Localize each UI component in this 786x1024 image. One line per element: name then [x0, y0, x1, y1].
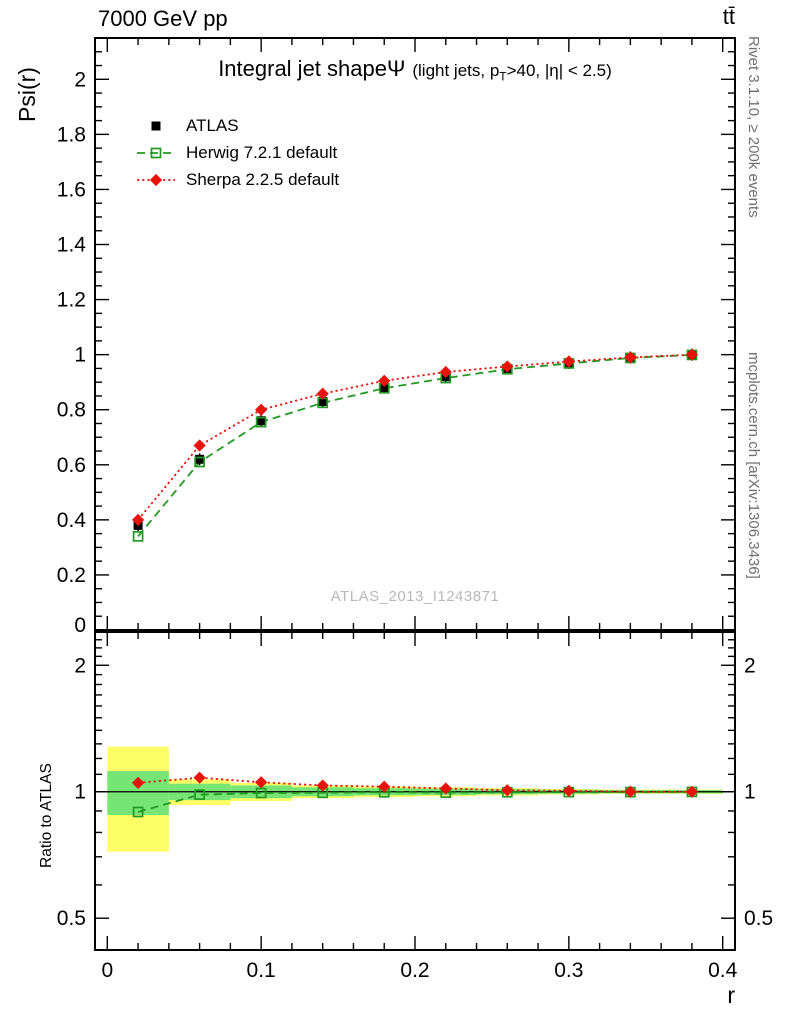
svg-text:2: 2: [74, 68, 86, 91]
svg-text:0.8: 0.8: [57, 399, 86, 422]
y-axis-label-ratio: Ratio to ATLAS: [38, 763, 55, 868]
title-cuts-pre: (light jets, p: [412, 61, 500, 80]
legend-label-sherpa: Sherpa 2.2.5 default: [186, 169, 340, 189]
x-axis-label: r: [727, 982, 735, 1008]
svg-text:1.6: 1.6: [57, 178, 86, 201]
beam-energy-label: 7000 GeV pp: [98, 6, 228, 31]
svg-text:1.8: 1.8: [57, 123, 86, 146]
legend-item-sherpa: Sherpa 2.2.5 default: [136, 166, 339, 193]
svg-text:1: 1: [744, 781, 756, 804]
legend: ATLAS Herwig 7.2.1 default Sherpa 2.2.5 …: [136, 112, 339, 193]
sherpa-marker-icon: [137, 173, 175, 186]
axes-ticks: [95, 38, 735, 950]
svg-text:0.5: 0.5: [57, 907, 86, 930]
svg-text:0.6: 0.6: [57, 454, 86, 477]
svg-text:0.5: 0.5: [744, 907, 773, 930]
analysis-id-watermark: ATLAS_2013_I1243871: [330, 588, 500, 605]
svg-text:1.4: 1.4: [57, 234, 87, 257]
legend-item-herwig: Herwig 7.2.1 default: [136, 139, 339, 166]
y-axis-label-main: Psi(r): [14, 67, 40, 122]
title-cuts-post: >40, |η| < 2.5): [506, 61, 612, 80]
svg-text:0.2: 0.2: [400, 959, 429, 982]
mcplots-reference-note: mcplots.cern.ch [arXiv:1306.3436]: [745, 352, 762, 579]
ratio-series: [131, 771, 699, 818]
svg-text:1: 1: [74, 781, 86, 804]
svg-text:1: 1: [74, 344, 86, 367]
process-label: tt̄: [722, 4, 735, 29]
plot-title: Integral jet shapeΨ (light jets, pT>40, |…: [95, 56, 735, 83]
title-main: Integral jet shape: [218, 56, 387, 81]
legend-item-atlas: ATLAS: [136, 112, 339, 139]
svg-text:0.3: 0.3: [554, 959, 583, 982]
svg-text:0.4: 0.4: [708, 959, 738, 982]
atlas-marker-icon: [151, 121, 161, 130]
svg-text:0: 0: [74, 614, 86, 637]
title-psi-symbol: Ψ: [386, 56, 406, 81]
rivet-version-note: Rivet 3.1.10, ≥ 200k events: [745, 36, 762, 218]
title-cuts-subscript: T: [499, 69, 507, 84]
svg-text:1.2: 1.2: [57, 289, 86, 312]
main-series: [131, 348, 699, 542]
svg-text:0.4: 0.4: [57, 509, 87, 532]
legend-label-atlas: ATLAS: [186, 115, 239, 135]
svg-text:2: 2: [744, 654, 756, 677]
svg-text:0.1: 0.1: [247, 959, 276, 982]
legend-label-herwig: Herwig 7.2.1 default: [186, 142, 338, 162]
svg-text:2: 2: [74, 654, 86, 677]
title-cuts: (light jets, pT>40, |η| < 2.5): [412, 61, 612, 84]
herwig-marker-icon: [137, 147, 175, 158]
svg-text:0: 0: [101, 959, 113, 982]
svg-text:0.2: 0.2: [57, 564, 86, 587]
